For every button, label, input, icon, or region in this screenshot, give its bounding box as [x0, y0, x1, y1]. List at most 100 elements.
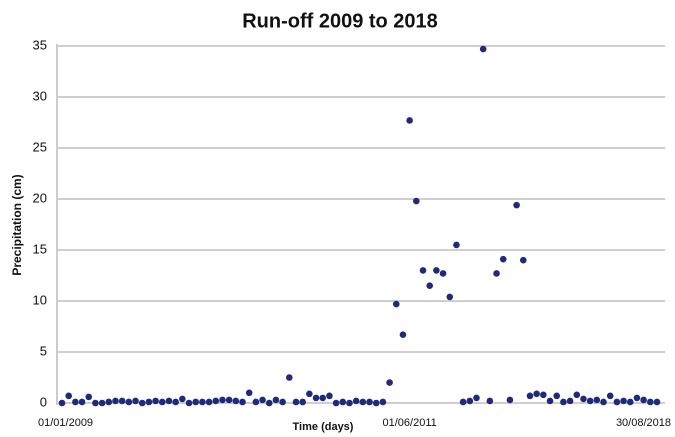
point [620, 397, 627, 405]
point [499, 255, 507, 263]
point [399, 331, 407, 338]
point [466, 397, 474, 405]
point [653, 398, 661, 406]
point [540, 391, 547, 399]
point [259, 396, 266, 404]
y-tick-label: 25 [33, 139, 47, 154]
point [319, 394, 327, 402]
point [252, 398, 260, 406]
point [580, 395, 587, 403]
point [225, 396, 233, 404]
point [172, 398, 179, 406]
point [232, 397, 240, 405]
point [265, 399, 273, 407]
point [446, 293, 454, 301]
point [346, 399, 353, 407]
point [413, 197, 420, 205]
point [453, 241, 460, 249]
point [332, 399, 340, 407]
point [566, 397, 574, 405]
point [573, 391, 581, 399]
point [105, 398, 113, 406]
point [279, 398, 286, 406]
point [553, 392, 561, 400]
point [533, 390, 540, 398]
point [132, 397, 139, 405]
point [85, 393, 93, 401]
x-tick-label: 30/08/2018 [616, 417, 671, 429]
point [439, 270, 447, 277]
point [98, 399, 106, 407]
point [606, 392, 614, 400]
point [372, 399, 380, 407]
y-tick-label: 30 [33, 88, 47, 103]
point [640, 396, 647, 404]
point [312, 394, 320, 402]
point [366, 398, 373, 406]
point [145, 398, 153, 406]
point [473, 394, 480, 402]
point [326, 392, 333, 400]
point [479, 45, 487, 53]
point [78, 398, 86, 406]
point [245, 389, 253, 397]
point [433, 267, 440, 274]
point [546, 397, 554, 405]
point [112, 397, 119, 405]
point [292, 398, 300, 406]
point [593, 396, 601, 404]
y-tick-label: 20 [33, 190, 47, 205]
point [513, 201, 520, 209]
point [600, 398, 607, 406]
point [192, 398, 200, 406]
point [286, 374, 293, 381]
y-axis-title: Precipitation (cm) [10, 174, 24, 275]
point [647, 398, 654, 406]
y-tick-label: 0 [40, 394, 47, 409]
point [138, 399, 146, 407]
point [486, 397, 494, 405]
point [118, 397, 126, 405]
point [272, 396, 280, 404]
point [306, 390, 313, 398]
x-axis-title: Time (days) [293, 421, 354, 433]
point [519, 256, 527, 264]
point [92, 399, 99, 407]
point [185, 399, 193, 407]
point [352, 397, 360, 405]
point [199, 398, 206, 406]
point [459, 398, 467, 406]
point [493, 270, 500, 277]
point [359, 398, 367, 406]
point [65, 392, 72, 400]
point [219, 396, 226, 404]
y-tick-label: 10 [33, 292, 47, 307]
point [212, 397, 220, 405]
point [406, 117, 413, 124]
point [299, 398, 306, 406]
point [506, 396, 514, 404]
x-tick-label: 01/01/2009 [38, 417, 93, 429]
point [179, 395, 186, 403]
point [205, 398, 213, 406]
point [526, 392, 534, 400]
point [560, 398, 567, 406]
y-tick-label: 35 [33, 37, 47, 52]
y-tick-label: 5 [40, 343, 47, 358]
point [239, 398, 246, 406]
point [419, 267, 427, 274]
point [152, 397, 159, 405]
point [339, 398, 347, 406]
point [626, 398, 634, 406]
point [426, 282, 433, 290]
y-tick-label: 15 [33, 241, 47, 256]
point [392, 300, 400, 308]
point [633, 394, 641, 402]
point [72, 398, 79, 406]
point [125, 398, 133, 406]
point [586, 397, 594, 405]
point [158, 398, 166, 406]
point [386, 379, 393, 386]
point [379, 398, 387, 406]
